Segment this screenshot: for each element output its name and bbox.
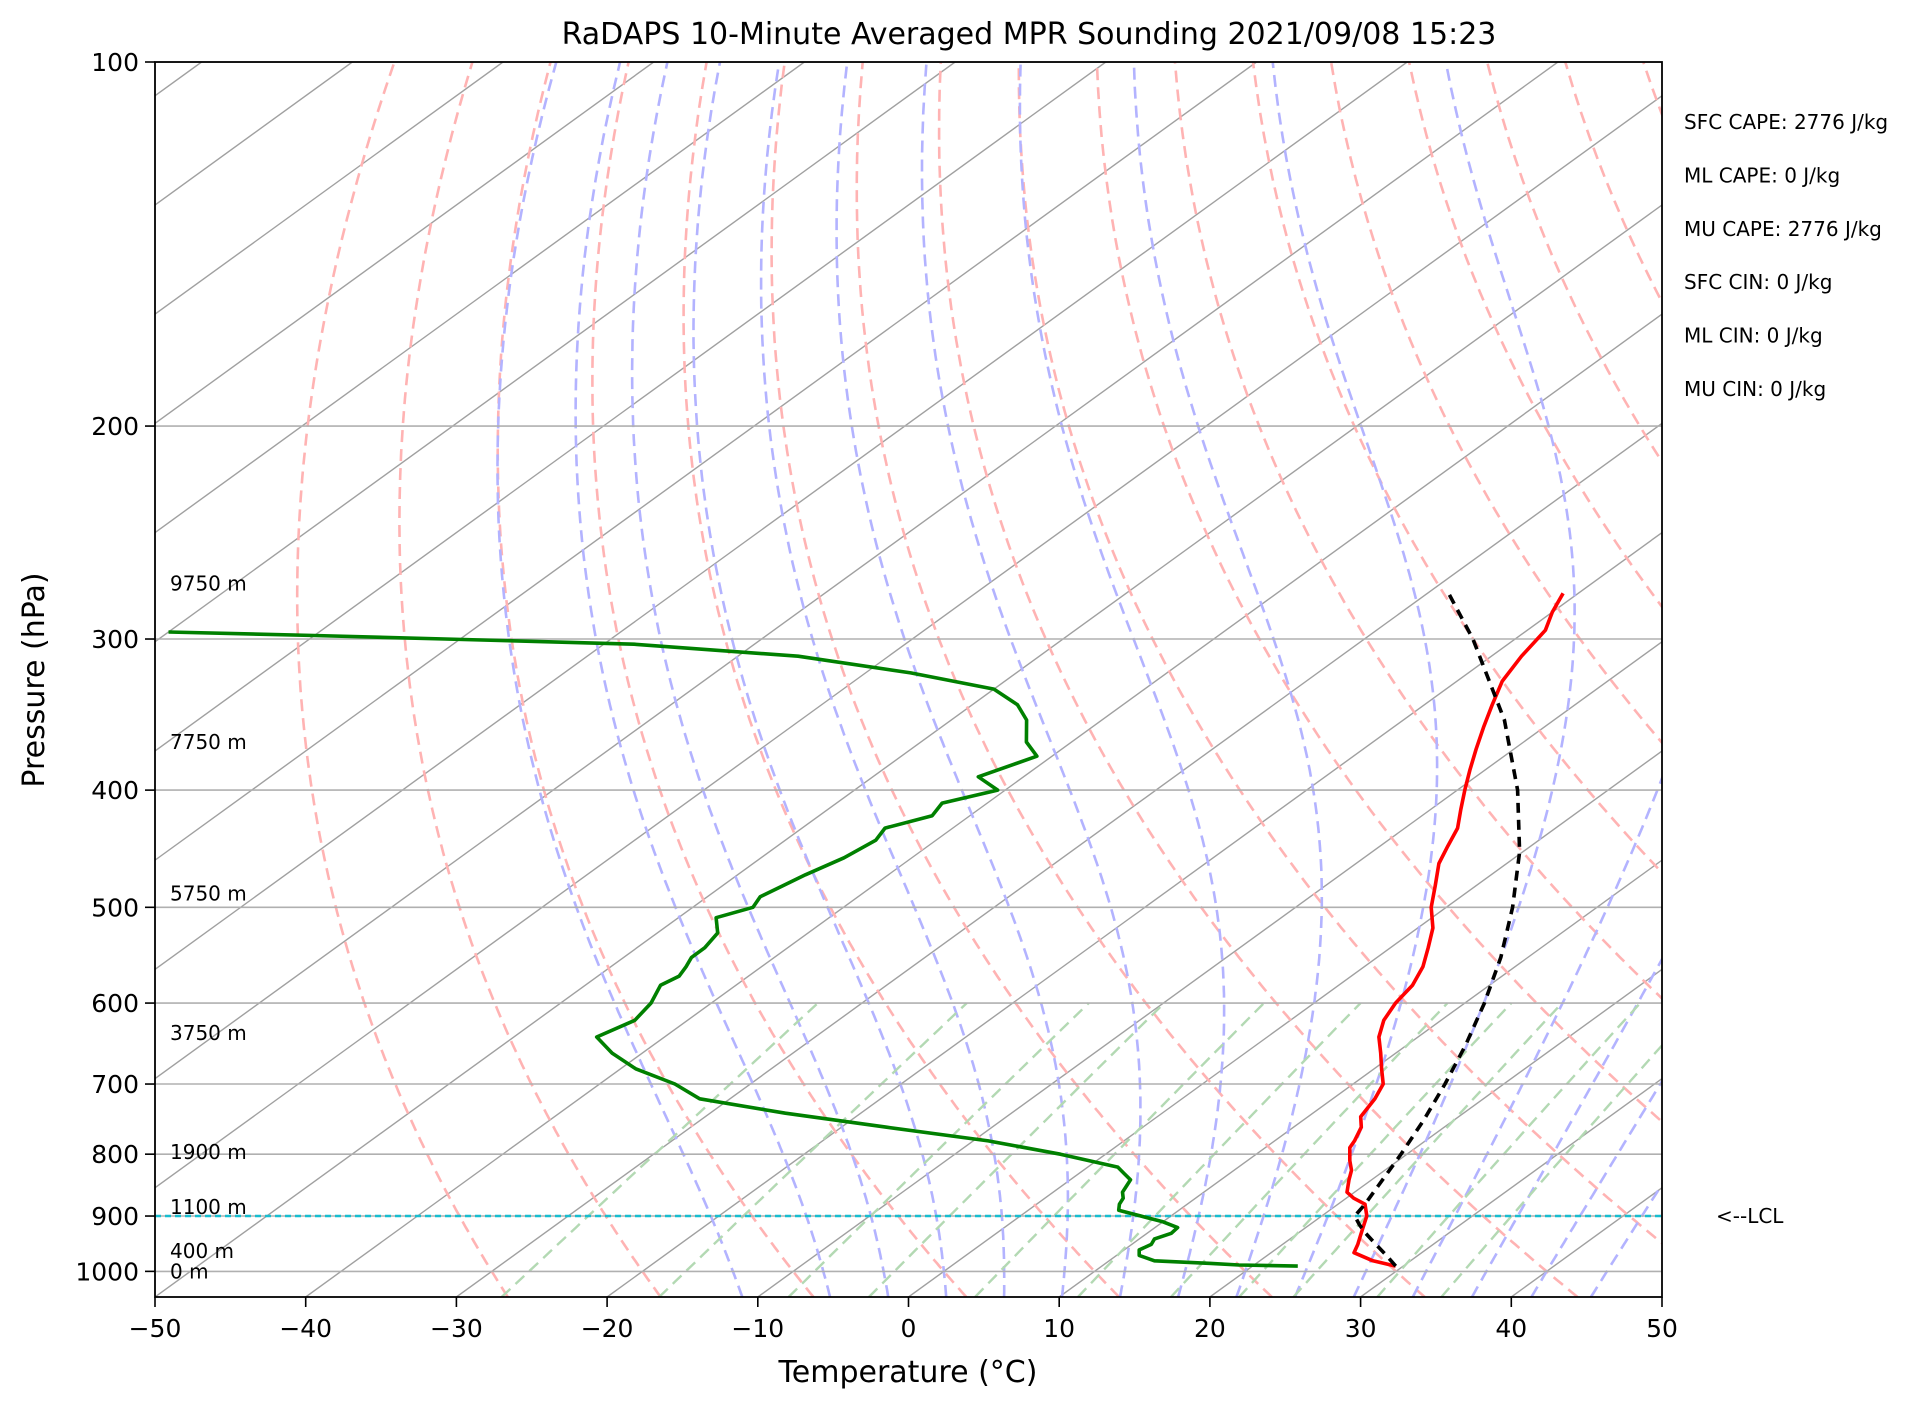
x-tick-label: −10 <box>731 1314 784 1343</box>
height-label: 9750 m <box>170 572 247 596</box>
y-tick-label: 100 <box>91 48 139 77</box>
y-tick-label: 500 <box>91 893 139 922</box>
y-axis-title: Pressure (hPa) <box>17 572 52 787</box>
y-tick-label: 1000 <box>75 1257 139 1286</box>
x-tick-label: 30 <box>1345 1314 1377 1343</box>
x-tick-label: −30 <box>430 1314 483 1343</box>
stability-index-label: SFC CIN: 0 J/kg <box>1684 270 1832 294</box>
x-axis-title: Temperature (°C) <box>778 1355 1038 1390</box>
y-tick-label: 900 <box>91 1202 139 1231</box>
stability-index-label: ML CIN: 0 J/kg <box>1684 324 1823 348</box>
x-tick-label: 20 <box>1194 1314 1226 1343</box>
x-tick-label: 50 <box>1646 1314 1678 1343</box>
chart-title: RaDAPS 10-Minute Averaged MPR Sounding 2… <box>562 17 1497 52</box>
lcl-label: <--LCL <box>1716 1204 1784 1228</box>
y-tick-label: 200 <box>91 412 139 441</box>
height-label: 0 m <box>170 1259 209 1283</box>
stability-index-label: MU CAPE: 2776 J/kg <box>1684 217 1882 241</box>
x-tick-label: 0 <box>901 1314 917 1343</box>
stability-index-label: SFC CAPE: 2776 J/kg <box>1684 110 1888 134</box>
height-label: 7750 m <box>170 730 247 754</box>
x-tick-label: −50 <box>129 1314 182 1343</box>
y-tick-label: 800 <box>91 1140 139 1169</box>
x-tick-label: 40 <box>1495 1314 1527 1343</box>
stability-index-label: MU CIN: 0 J/kg <box>1684 377 1826 401</box>
y-tick-label: 600 <box>91 989 139 1018</box>
x-tick-label: 10 <box>1043 1314 1075 1343</box>
y-tick-label: 400 <box>91 776 139 805</box>
height-label: 1100 m <box>170 1195 247 1219</box>
y-tick-label: 700 <box>91 1070 139 1099</box>
height-label: 1900 m <box>170 1140 247 1164</box>
x-tick-label: −40 <box>279 1314 332 1343</box>
height-label: 3750 m <box>170 1021 247 1045</box>
y-tick-label: 300 <box>91 625 139 654</box>
height-label: 5750 m <box>170 882 247 906</box>
x-tick-label: −20 <box>581 1314 634 1343</box>
stability-index-label: ML CAPE: 0 J/kg <box>1684 163 1840 187</box>
